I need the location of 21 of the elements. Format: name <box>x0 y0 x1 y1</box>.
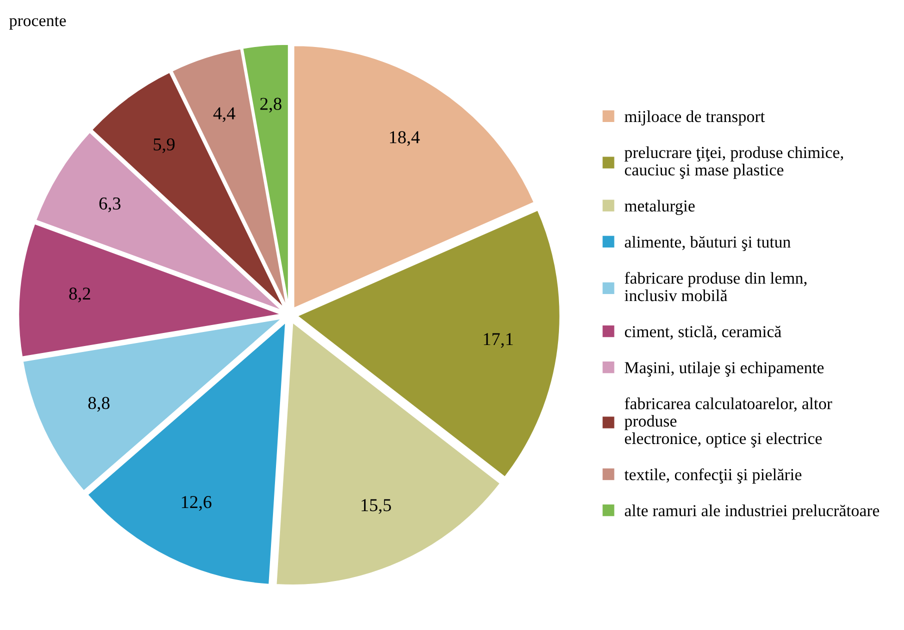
legend-label: textile, confecţii şi pielărie <box>624 468 802 484</box>
legend-label: fabricare produse din lemn, inclusiv mobilă <box>624 272 806 302</box>
legend-label: Maşini, utilaje şi echipamente <box>624 362 824 377</box>
legend-label: mijloace de transport <box>624 110 765 126</box>
data-label: 17,1 <box>484 333 513 348</box>
legend-label: ciment, sticlă, ceramică <box>624 326 782 340</box>
legend-label: alte ramuri ale industriei prelucrătoare <box>624 504 880 520</box>
data-label: 8,8 <box>88 396 110 412</box>
data-label: 12,6 <box>182 496 212 511</box>
data-label: 2,8 <box>260 98 282 113</box>
data-label: 5,9 <box>154 138 175 154</box>
data-label: 4,4 <box>213 107 236 122</box>
legend-label: alimente, băuturi şi tutun <box>624 236 791 252</box>
legend-label: prelucrare ţiţei, produse chimice, cauciuc şi mase plastice <box>624 146 844 179</box>
data-label: 18,4 <box>390 131 420 146</box>
data-label: 15,5 <box>362 499 391 514</box>
data-label: 6,3 <box>99 197 120 212</box>
legend-label: fabricarea calculatoarelor, altor produse electronice, optice şi electrice <box>624 397 832 448</box>
text: procente <box>9 16 66 30</box>
legend-label: metalurgie <box>624 200 695 216</box>
data-label: 8,2 <box>69 288 90 302</box>
